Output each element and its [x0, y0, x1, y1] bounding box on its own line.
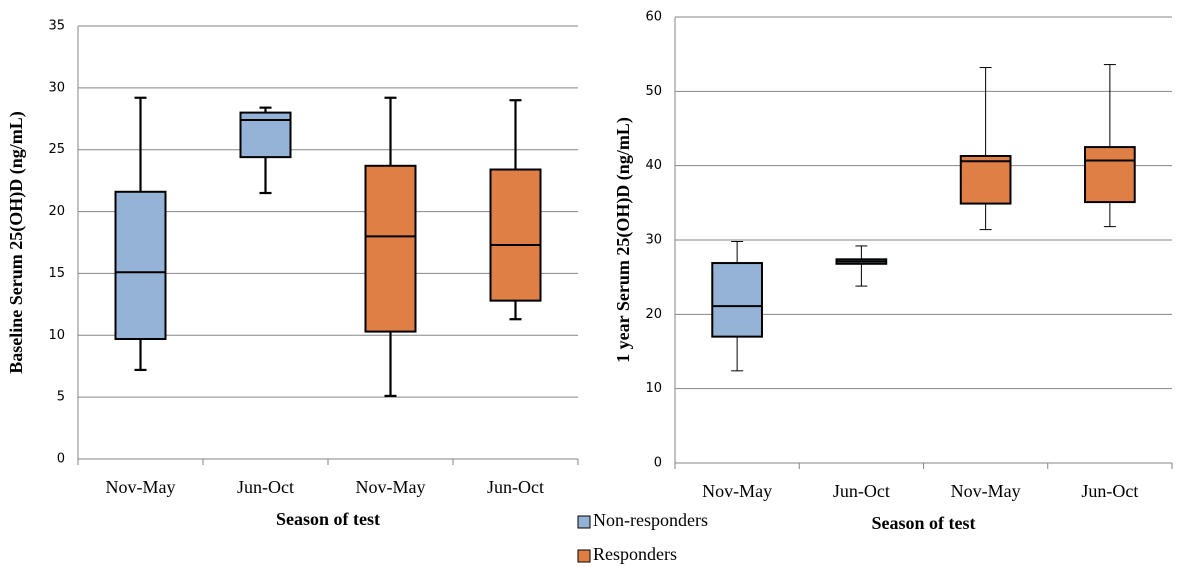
x-tick-label: Nov-May — [106, 477, 176, 497]
y-tick-label: 20 — [645, 307, 662, 322]
y-tick-label: 60 — [645, 10, 662, 25]
y-tick-label: 10 — [645, 381, 662, 396]
x-tick-label: Nov-May — [702, 481, 772, 501]
box — [711, 262, 763, 338]
x-tick-label: Nov-May — [356, 477, 426, 497]
legend-swatch — [577, 549, 591, 563]
x-tick-label: Nov-May — [951, 481, 1021, 501]
y-tick-label: 30 — [48, 80, 65, 95]
x-tick-label: Jun-Oct — [833, 481, 890, 501]
y-tick-label: 0 — [654, 456, 662, 471]
y-tick-label: 40 — [645, 158, 662, 173]
y-tick-label: 5 — [57, 390, 65, 405]
y-tick-label: 15 — [48, 266, 65, 281]
y-axis-title: 1 year Serum 25(OH)D (ng/mL) — [613, 117, 634, 363]
x-axis-title: Season of test — [872, 513, 976, 533]
y-tick-label: 35 — [48, 19, 65, 34]
y-tick-label: 0 — [57, 452, 65, 467]
x-axis-title: Season of test — [276, 509, 380, 529]
x-tick-label: Jun-Oct — [487, 477, 544, 497]
legend-label: Non-responders — [593, 510, 708, 530]
box — [1084, 146, 1136, 204]
box — [114, 190, 167, 340]
y-tick-label: 20 — [48, 204, 65, 219]
y-tick-label: 30 — [645, 233, 662, 248]
legend-swatch — [577, 515, 591, 529]
box — [489, 168, 542, 302]
y-axis-title: Baseline Serum 25(OH)D (ng/mL) — [6, 111, 27, 374]
box — [959, 155, 1012, 205]
y-tick-label: 10 — [48, 328, 65, 343]
y-tick-label: 50 — [645, 84, 662, 99]
legend-label: Responders — [593, 544, 677, 564]
y-tick-label: 25 — [48, 142, 65, 157]
x-tick-label: Jun-Oct — [237, 477, 294, 497]
x-tick-label: Jun-Oct — [1081, 481, 1138, 501]
box — [364, 164, 417, 333]
